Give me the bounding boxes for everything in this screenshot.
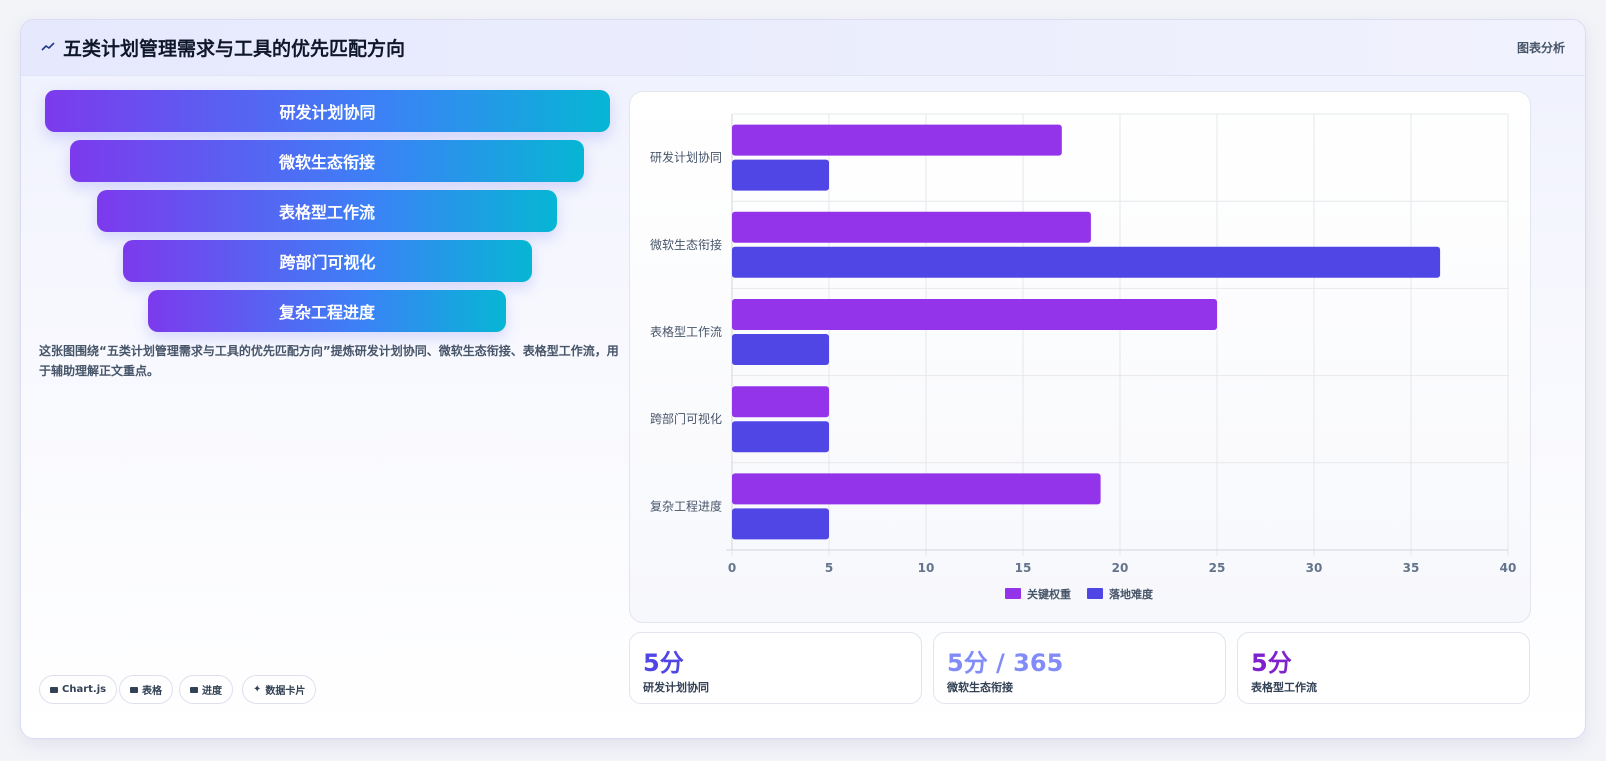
chip-data-card[interactable]: ✦ 数据卡片 bbox=[242, 675, 317, 704]
legend-swatch bbox=[1005, 588, 1021, 599]
x-tick-label: 25 bbox=[1209, 561, 1226, 575]
page-title: 五类计划管理需求与工具的优先匹配方向 bbox=[63, 38, 406, 60]
x-tick-label: 10 bbox=[918, 561, 935, 575]
y-tick-label: 复杂工程进度 bbox=[650, 498, 722, 513]
x-tick-label: 15 bbox=[1015, 561, 1032, 575]
header: 五类计划管理需求与工具的优先匹配方向 图表分析 bbox=[21, 20, 1585, 76]
funnel-item-1: 研发计划协同 bbox=[45, 90, 610, 132]
x-tick-label: 35 bbox=[1403, 561, 1420, 575]
bar-weight bbox=[732, 299, 1217, 330]
description: 这张图围绕“五类计划管理需求与工具的优先匹配方向”提炼研发计划协同、微软生态衔接… bbox=[39, 344, 619, 378]
chart-icon bbox=[41, 42, 55, 51]
header-tag: 图表分析 bbox=[1516, 41, 1565, 55]
funnel-item-2: 微软生态衔接 bbox=[70, 140, 584, 182]
chart-panel: 0 5 10 15 20 25 30 35 40 研发计划协同 微软生态衔接 表格型工作流 跨部门可视化… bbox=[629, 91, 1531, 623]
kpi-value: 5分 bbox=[1251, 649, 1292, 677]
y-tick-label: 研发计划协同 bbox=[650, 150, 722, 165]
legend-swatch bbox=[1087, 588, 1103, 599]
kpi-label: 表格型工作流 bbox=[1251, 681, 1317, 694]
chart-icon bbox=[50, 686, 58, 693]
chip-label: 表格 bbox=[142, 686, 162, 697]
table-icon bbox=[130, 686, 138, 693]
legend-label: 关键权重 bbox=[1027, 587, 1071, 601]
bar-difficulty bbox=[732, 421, 829, 453]
bar-weight bbox=[732, 211, 1091, 243]
chip-chartjs[interactable]: Chart.js bbox=[39, 675, 118, 704]
bar-difficulty bbox=[732, 159, 829, 191]
chip-progress[interactable]: 进度 bbox=[179, 675, 233, 704]
x-tick-label: 5 bbox=[825, 561, 833, 575]
kpi-card-3: 5分 表格型工作流 bbox=[1237, 632, 1530, 704]
funnel-item-3: 表格型工作流 bbox=[97, 190, 557, 232]
kpi-label: 研发计划协同 bbox=[643, 681, 709, 694]
chip-table[interactable]: 表格 bbox=[119, 675, 173, 704]
x-tick-label: 0 bbox=[728, 561, 736, 575]
bar-difficulty bbox=[732, 334, 829, 365]
sparkle-icon: ✦ bbox=[253, 684, 262, 695]
x-tick-label: 20 bbox=[1112, 561, 1129, 575]
kpi-card-1: 5分 研发计划协同 bbox=[629, 632, 922, 704]
main-card: 五类计划管理需求与工具的优先匹配方向 图表分析 研发计划协同 微软生态衔接 表格… bbox=[20, 19, 1586, 739]
x-tick-label: 30 bbox=[1306, 561, 1323, 575]
chip-label: Chart.js bbox=[62, 684, 107, 695]
y-tick-label: 微软生态衔接 bbox=[650, 237, 722, 252]
bar-difficulty bbox=[732, 246, 1441, 278]
bar-weight bbox=[732, 473, 1101, 505]
kpi-value: 5分 bbox=[643, 649, 684, 677]
funnel-item-4: 跨部门可视化 bbox=[123, 240, 532, 282]
funnel-item-5: 复杂工程进度 bbox=[148, 290, 506, 332]
kpi-card-2: 5分 / 365 微软生态衔接 bbox=[933, 632, 1226, 704]
progress-icon bbox=[190, 686, 198, 693]
y-tick-label: 跨部门可视化 bbox=[650, 411, 722, 426]
legend-label: 落地难度 bbox=[1109, 587, 1154, 601]
x-tick-label: 40 bbox=[1500, 561, 1517, 575]
bar-difficulty bbox=[732, 508, 829, 540]
chip-label: 数据卡片 bbox=[265, 686, 306, 697]
bar-weight bbox=[732, 386, 829, 418]
chip-label: 进度 bbox=[202, 686, 222, 697]
kpi-label: 微软生态衔接 bbox=[947, 681, 1013, 694]
bar-weight bbox=[732, 124, 1062, 156]
kpi-value: 5分 / 365 bbox=[947, 649, 1064, 677]
bar-chart: 0 5 10 15 20 25 30 35 40 研发计划协同微软生态衔接表格型工作流跨部门可视化… bbox=[650, 113, 1517, 601]
y-tick-label: 表格型工作流 bbox=[650, 324, 722, 339]
